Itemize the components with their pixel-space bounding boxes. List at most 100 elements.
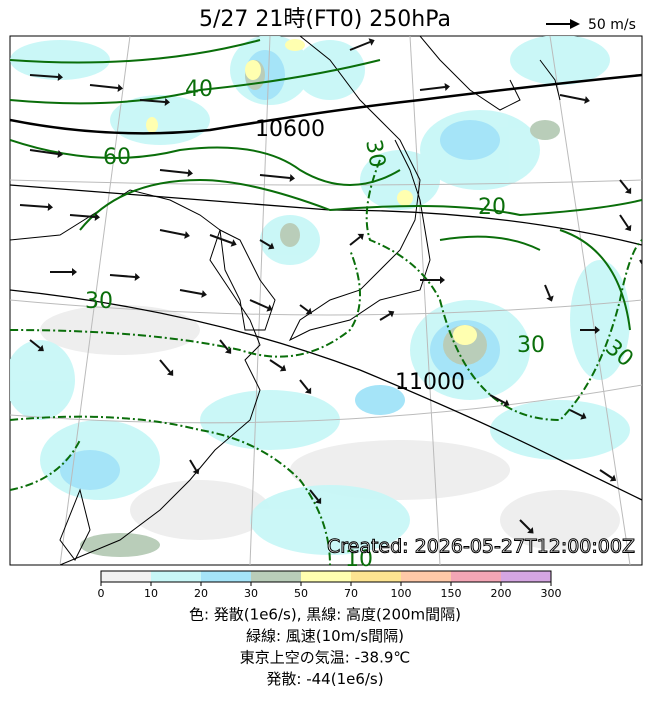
- wind-arrow-head: [279, 364, 287, 372]
- wind-arrow-head: [440, 276, 445, 284]
- wind-label: 30: [360, 138, 389, 170]
- wind-arrow: [349, 41, 371, 51]
- title: 5/27 21時(FT0) 250hPa: [199, 7, 451, 32]
- wind-arrow: [299, 304, 309, 312]
- wind-arrow-head: [94, 213, 100, 221]
- wind-arrow: [29, 149, 59, 155]
- wind-arrow-head: [584, 96, 590, 104]
- wind-arrow: [639, 259, 642, 266]
- wind-arrow-head: [117, 84, 123, 92]
- colorbar-segment: [101, 571, 151, 582]
- colorbar-segment: [301, 571, 351, 582]
- created-stamp: Created: 2026-05-27T12:00:00Z: [327, 536, 635, 558]
- wind-arrow: [139, 99, 166, 103]
- wind-arrow-head: [184, 231, 190, 239]
- wind-arrow-head: [134, 273, 140, 281]
- wind-arrow: [209, 234, 233, 244]
- wind-label: 10: [345, 547, 373, 572]
- colorbar-label: 100: [391, 587, 412, 600]
- wind-arrow: [159, 229, 186, 236]
- wind-arrow-head: [595, 326, 600, 334]
- caption: 発散: -44(1e6/s): [266, 670, 383, 688]
- colorbar-segment: [351, 571, 401, 582]
- wind-arrow: [109, 274, 136, 278]
- wind-arrow: [179, 289, 203, 295]
- wind-arrow: [619, 214, 629, 228]
- caption: 緑線: 風速(10m/s間隔): [246, 627, 404, 645]
- wind-arrow: [599, 469, 613, 479]
- wind-arrow-head: [166, 369, 174, 376]
- wind-label: 30: [85, 289, 113, 314]
- wind-arrow: [159, 359, 171, 373]
- height-label: 10600: [255, 117, 325, 142]
- colorbar-label: 200: [491, 587, 512, 600]
- wind-arrow: [519, 519, 531, 531]
- wind-arrow: [299, 379, 309, 391]
- wind-arrow-head: [624, 224, 632, 232]
- wind-arrow-head: [187, 169, 193, 177]
- wind-arrow: [19, 204, 49, 208]
- wind-arrow: [619, 179, 629, 191]
- colorbar-label: 150: [441, 587, 462, 600]
- wind-arrow-head: [201, 290, 207, 298]
- colorbar-frame: [100, 570, 552, 583]
- wind-arrow-head: [357, 233, 364, 241]
- map: 10600 11000 40 60 30 20 30 30 30 30 10 C…: [9, 35, 643, 572]
- colorbar-segment: [451, 571, 501, 582]
- wind-arrow-head: [289, 174, 295, 182]
- wind-arrow: [569, 409, 583, 417]
- wind-label: 30: [517, 333, 545, 358]
- wind-arrow: [249, 299, 269, 309]
- wind-arrow-head: [527, 527, 534, 534]
- wind-arrow: [219, 339, 229, 351]
- colorbar-label: 10: [144, 587, 158, 600]
- colorbar-segment: [201, 571, 251, 582]
- wind-arrow-head: [641, 269, 642, 271]
- wind-label: 20: [478, 195, 506, 220]
- colorbar: 0 10 20 30 50 70 100 150 200 300: [98, 570, 562, 600]
- wind-arrow-head: [305, 307, 312, 315]
- wind-arrow-head: [368, 38, 375, 46]
- wind-arrow: [89, 84, 119, 89]
- wind-arrow-head: [503, 399, 510, 407]
- wind-arrow-head: [267, 242, 275, 250]
- colorbar-label: 70: [344, 587, 358, 600]
- wind-arrow-head: [57, 73, 63, 81]
- wind-arrow-head: [444, 83, 450, 91]
- wind-arrow: [159, 169, 189, 174]
- wind-arrow: [269, 359, 283, 369]
- wind-label: 60: [103, 145, 131, 170]
- caption: 色: 発散(1e6/s), 黒線: 高度(200m間隔): [189, 606, 461, 624]
- wind-reference: 50 m/s: [588, 17, 636, 33]
- wind-arrow-head: [304, 387, 312, 394]
- colorbar-label: 300: [541, 587, 562, 600]
- wind-arrow: [189, 459, 197, 471]
- wind-arrow-head: [230, 239, 237, 247]
- wind-arrow: [559, 94, 586, 101]
- captions: 色: 発散(1e6/s), 黒線: 高度(200m間隔) 緑線: 風速(10m/s…: [189, 606, 461, 689]
- wind-arrow: [379, 313, 391, 321]
- colorbar-label: 0: [98, 587, 105, 600]
- colorbar-segment: [251, 571, 301, 582]
- wind-arrow: [544, 284, 551, 298]
- wind-arrow: [29, 339, 41, 349]
- wind-arrow: [489, 394, 506, 404]
- wind-label: 40: [185, 77, 213, 102]
- wind-arrow-head: [224, 347, 232, 354]
- wind-arrow-head: [314, 497, 322, 504]
- wind-arrow-head: [72, 268, 77, 276]
- wind-arrow-head: [546, 295, 554, 302]
- wind-arrow: [259, 239, 271, 247]
- colorbar-label: 50: [294, 587, 308, 600]
- wind-arrow-head: [37, 344, 44, 352]
- map-field: [10, 36, 642, 565]
- wind-arrow: [69, 214, 96, 218]
- wind-arrow-head: [164, 98, 170, 106]
- wind-arrow-head: [580, 412, 587, 420]
- wind-arrow-head: [47, 203, 53, 211]
- wind-arrow: [309, 489, 319, 501]
- wind-arrow-head: [387, 310, 395, 318]
- colorbar-label: 20: [194, 587, 208, 600]
- wind-arrow: [419, 86, 446, 91]
